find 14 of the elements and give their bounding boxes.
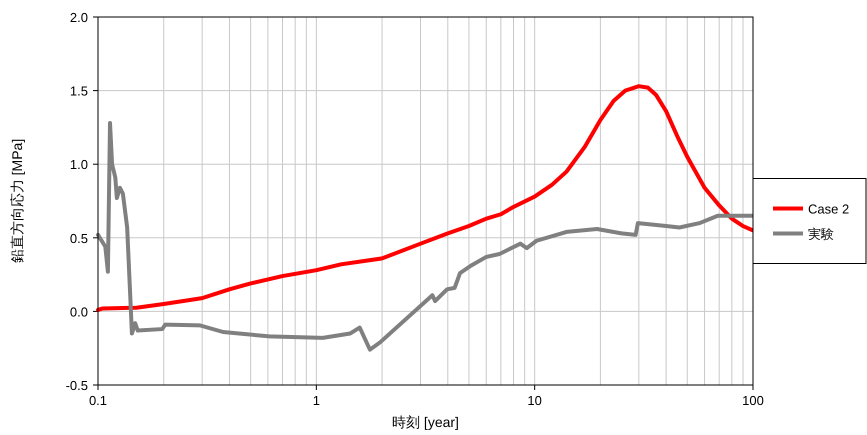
y-tick-label: 1.5 — [70, 84, 88, 99]
legend-label: Case 2 — [808, 202, 850, 216]
x-tick-label: 100 — [742, 393, 764, 408]
x-tick-label: 10 — [527, 393, 542, 408]
x-tick-label: 1 — [312, 393, 320, 408]
y-axis-title: 鉛直方向応力 [MPa] — [9, 138, 25, 264]
y-tick-label: -0.5 — [66, 378, 88, 393]
legend-label: 実験 — [808, 226, 834, 242]
y-tick-label: 0.5 — [70, 230, 88, 246]
y-tick-label: 0.0 — [70, 304, 88, 320]
x-tick-label: 0.1 — [88, 393, 108, 408]
y-tick-label: 2.0 — [70, 10, 88, 25]
y-tick-label: 1.0 — [70, 157, 88, 172]
x-axis-title: 時刻 [year] — [392, 414, 459, 430]
